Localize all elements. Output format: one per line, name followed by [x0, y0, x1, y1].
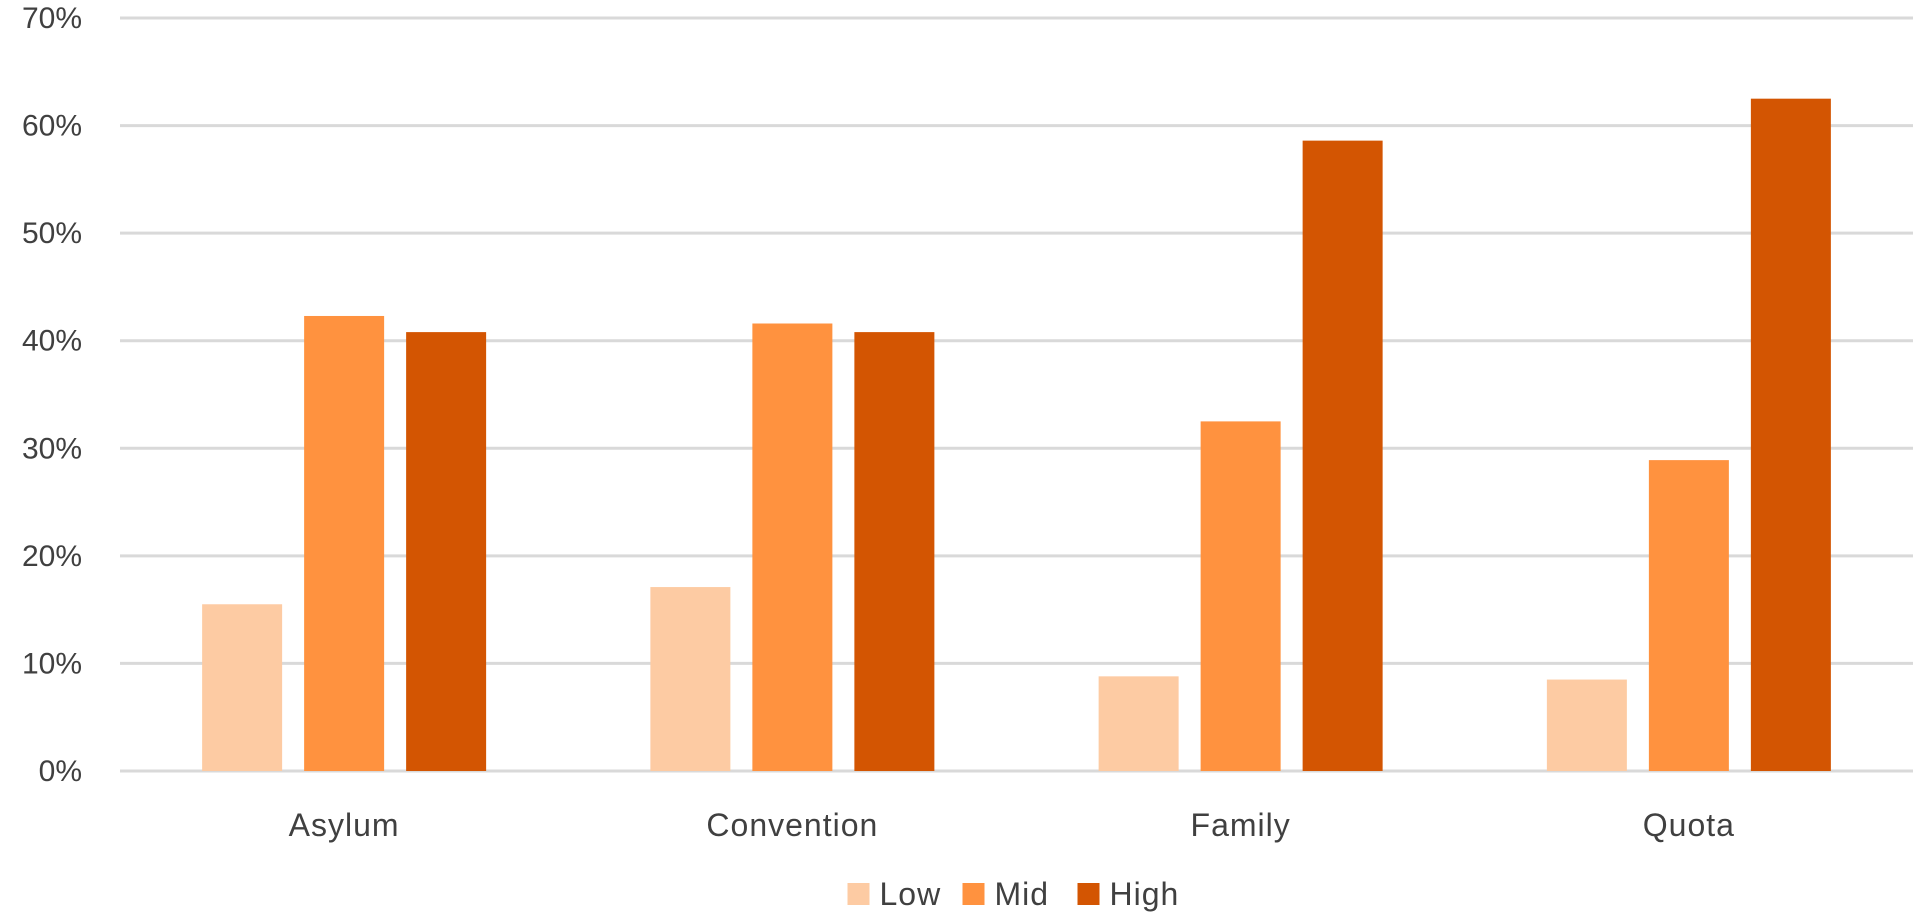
y-tick-label: 60% [22, 110, 82, 143]
x-tick-label: Quota [1643, 807, 1735, 843]
bar-low-asylum [202, 604, 283, 771]
legend-label: Low [880, 876, 942, 912]
y-tick-label: 70% [22, 2, 82, 35]
bar-mid-quota [1648, 460, 1729, 771]
x-tick-label: Family [1191, 807, 1291, 843]
bar-high-quota [1750, 98, 1831, 771]
legend-label: Mid [995, 876, 1050, 912]
legend-item-low: Low [847, 876, 942, 912]
x-tick-label: Convention [706, 807, 878, 843]
legend: Low Mid High [847, 876, 1180, 912]
y-tick-label: 10% [22, 647, 82, 680]
y-tick-label: 30% [22, 432, 82, 465]
legend-item-mid: Mid [962, 876, 1050, 912]
bar-high-family [1302, 140, 1383, 772]
legend-item-high: High [1077, 876, 1180, 912]
legend-swatch [1077, 883, 1100, 905]
bar-mid-convention [752, 323, 833, 771]
bar-low-quota [1546, 679, 1627, 771]
gridlines [120, 16, 1913, 773]
bar-high-convention [854, 332, 935, 771]
bar-low-convention [650, 587, 731, 771]
y-tick-label: 20% [22, 540, 82, 573]
y-axis-ticks: 0% 10% 20% 30% 40% 50% 60% 70% [22, 2, 82, 788]
y-tick-label: 50% [22, 217, 82, 250]
x-axis-labels: Asylum Convention Family Quota [289, 807, 1735, 843]
legend-swatch [847, 883, 870, 905]
bar-high-asylum [406, 332, 487, 771]
legend-swatch [962, 883, 985, 905]
y-tick-label: 0% [39, 755, 82, 788]
bar-mid-asylum [304, 315, 385, 771]
legend-label: High [1110, 876, 1180, 912]
y-tick-label: 40% [22, 325, 82, 358]
bar-mid-family [1200, 421, 1281, 771]
x-tick-label: Asylum [289, 807, 400, 843]
bar-low-family [1098, 676, 1179, 771]
bars [202, 98, 1831, 772]
